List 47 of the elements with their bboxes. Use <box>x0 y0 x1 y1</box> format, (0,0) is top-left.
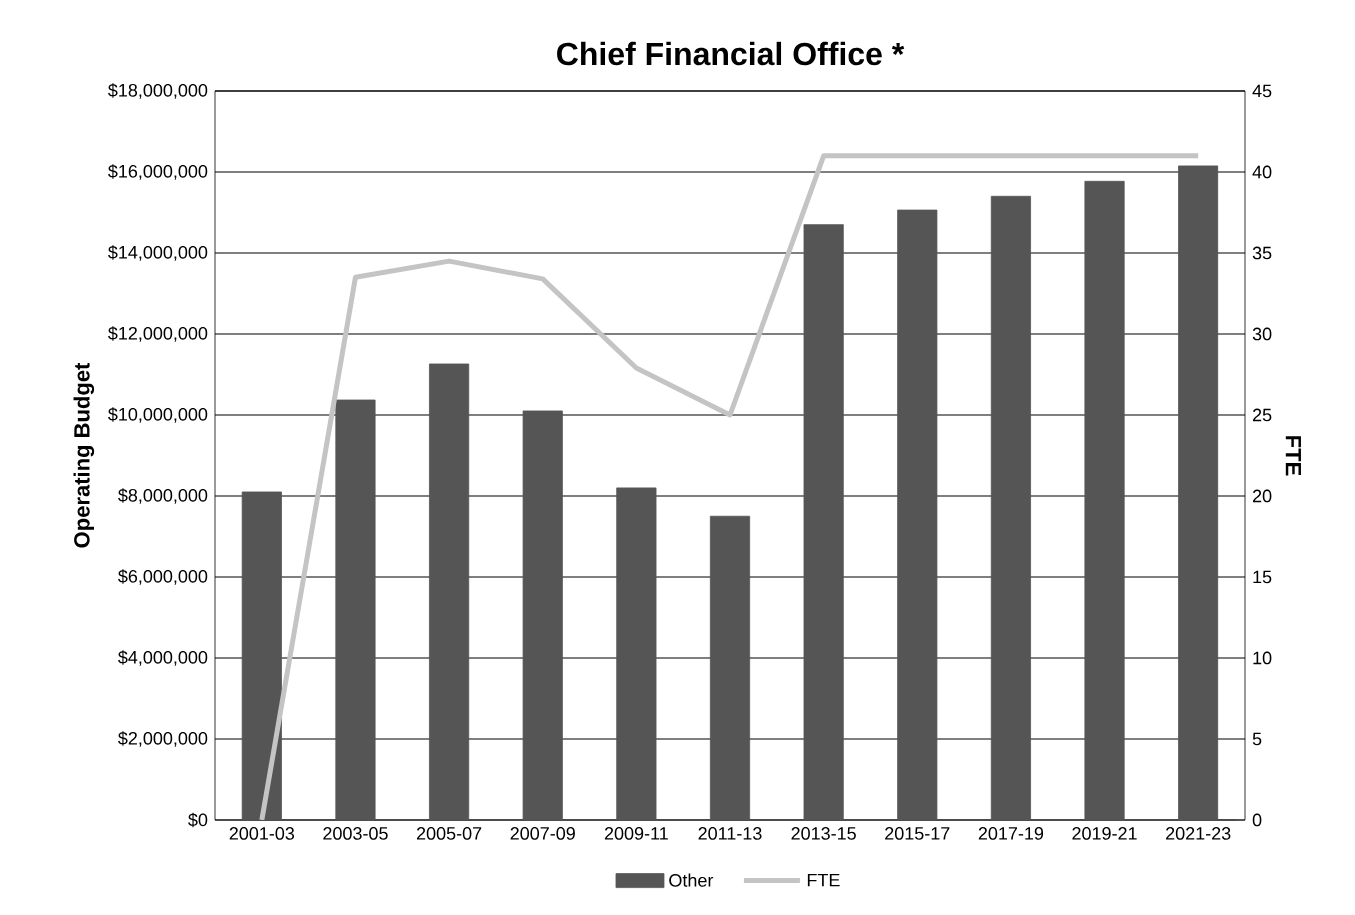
bar <box>429 363 470 820</box>
y-tick-label: $2,000,000 <box>118 731 208 747</box>
y2-tick-label: 25 <box>1252 408 1272 422</box>
y-tick-label: $10,000,000 <box>108 407 208 423</box>
x-tick-label: 2011-13 <box>698 827 762 840</box>
x-tick-label: 2013-15 <box>791 827 856 840</box>
y2-tick-label: 30 <box>1252 327 1272 341</box>
bar <box>897 209 938 820</box>
x-tick-label: 2017-19 <box>978 827 1044 840</box>
x-tick-label: 2019-21 <box>1072 827 1137 840</box>
x-tick-label: 2021-23 <box>1166 827 1231 840</box>
chart-title: Chief Financial Office * <box>557 41 905 66</box>
y-tick-label: $4,000,000 <box>118 650 208 666</box>
legend-label: FTE <box>807 873 840 887</box>
bar <box>803 224 844 820</box>
y2-axis-title: FTE <box>1285 436 1301 476</box>
x-tick-label: 2005-07 <box>416 827 482 840</box>
x-tick-label: 2007-09 <box>510 827 575 840</box>
bar <box>522 410 563 820</box>
y-tick-label: $8,000,000 <box>118 488 208 504</box>
y-tick-label: $12,000,000 <box>108 326 208 342</box>
x-tick-label: 2015-17 <box>885 827 950 840</box>
y-tick-label: $6,000,000 <box>118 569 208 585</box>
bar <box>616 487 657 820</box>
y-tick-label: $14,000,000 <box>108 245 208 261</box>
y-axis-title: Operating Budget <box>73 362 95 548</box>
bar <box>990 195 1031 820</box>
y-tick-label: $0 <box>188 812 208 828</box>
x-tick-label: 2003-05 <box>323 827 388 840</box>
bar <box>1178 165 1219 820</box>
legend-label: Other <box>669 873 714 887</box>
y2-tick-label: 45 <box>1252 84 1272 98</box>
bar <box>335 399 376 820</box>
bar <box>709 515 751 820</box>
y2-tick-label: 0 <box>1252 813 1262 827</box>
y-tick-label: $18,000,000 <box>108 83 208 99</box>
y2-tick-label: 10 <box>1253 651 1272 665</box>
bar <box>1084 180 1125 820</box>
x-tick-label: 2009-11 <box>604 827 668 840</box>
y2-tick-label: 5 <box>1252 732 1262 746</box>
y-tick-label: $16,000,000 <box>108 164 208 180</box>
y2-tick-label: 35 <box>1252 246 1272 260</box>
bar <box>241 491 282 820</box>
y2-tick-label: 40 <box>1252 165 1272 179</box>
x-tick-label: 2001-03 <box>229 827 295 840</box>
y2-tick-label: 20 <box>1252 489 1272 503</box>
y2-tick-label: 15 <box>1253 570 1272 584</box>
